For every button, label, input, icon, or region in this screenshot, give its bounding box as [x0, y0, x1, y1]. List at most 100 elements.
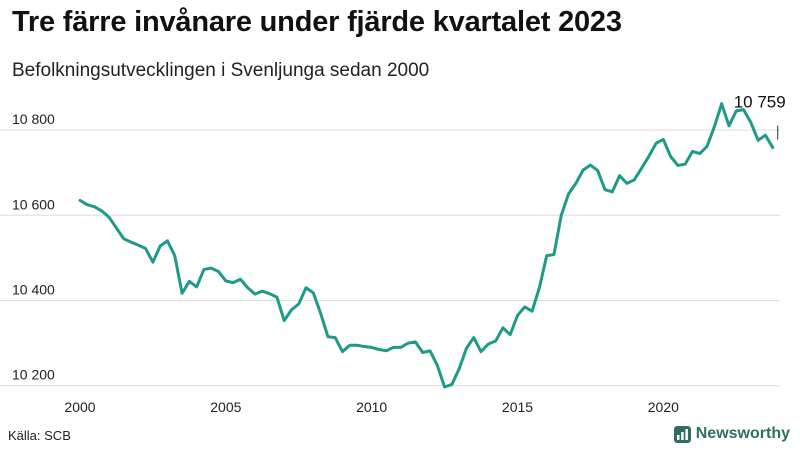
- data-point: [654, 142, 658, 145]
- data-point: [676, 164, 680, 167]
- series-line: [78, 102, 775, 389]
- x-tick-label: 2015: [502, 399, 533, 415]
- data-point: [399, 346, 403, 349]
- data-point: [231, 281, 235, 284]
- data-point: [341, 350, 344, 353]
- data-point: [479, 350, 483, 353]
- data-point: [509, 333, 512, 336]
- data-point: [188, 280, 191, 283]
- y-tick-label: 10 800: [12, 111, 55, 127]
- data-point: [705, 145, 709, 148]
- x-tick-label: 2005: [210, 399, 241, 415]
- data-point: [545, 254, 548, 257]
- data-point: [698, 152, 701, 155]
- data-point: [261, 289, 264, 293]
- data-point: [107, 216, 111, 219]
- data-point: [319, 312, 322, 315]
- data-point: [180, 292, 184, 295]
- data-point: [428, 349, 432, 352]
- data-point: [581, 168, 585, 172]
- data-point: [78, 199, 82, 202]
- data-point: [385, 349, 388, 352]
- data-point: [414, 340, 417, 344]
- data-point: [159, 244, 162, 248]
- data-point: [93, 205, 96, 208]
- data-point: [640, 167, 643, 170]
- data-point: [129, 240, 133, 244]
- data-point: [465, 347, 468, 350]
- data-point: [501, 326, 505, 329]
- data-point: [457, 367, 461, 370]
- data-point: [487, 342, 490, 346]
- data-point: [246, 286, 249, 289]
- data-point: [304, 286, 308, 289]
- data-point: [334, 336, 337, 339]
- data-point: [720, 102, 723, 105]
- data-point: [749, 121, 753, 124]
- data-point: [713, 125, 716, 128]
- data-point: [472, 336, 475, 339]
- data-point: [224, 279, 228, 283]
- data-point: [662, 138, 665, 141]
- chart-title: Tre färre invånare under fjärde kvartale…: [12, 6, 622, 38]
- data-point: [217, 270, 220, 273]
- source-note: Källa: SCB: [8, 428, 71, 443]
- y-tick-label: 10 400: [12, 282, 55, 298]
- data-point: [523, 305, 526, 309]
- data-point: [421, 351, 424, 354]
- data-point: [691, 150, 694, 153]
- data-point: [239, 278, 242, 281]
- data-point: [137, 243, 140, 247]
- data-point: [560, 214, 563, 217]
- data-point: [144, 247, 147, 250]
- brand[interactable]: Newsworthy: [673, 425, 790, 443]
- data-point: [684, 162, 687, 166]
- data-point: [355, 344, 359, 347]
- data-point: [530, 309, 534, 313]
- data-point: [625, 182, 629, 185]
- data-point: [574, 182, 578, 185]
- data-point: [392, 346, 395, 349]
- data-point: [326, 335, 330, 338]
- data-point: [282, 319, 286, 322]
- data-point: [166, 239, 169, 243]
- data-point: [735, 109, 738, 113]
- data-point: [611, 190, 614, 194]
- data-point: [297, 302, 300, 306]
- newsworthy-logo-icon: [673, 425, 691, 443]
- data-point: [436, 364, 439, 367]
- data-point: [618, 174, 621, 177]
- data-point: [669, 155, 672, 158]
- data-point: [450, 383, 454, 386]
- data-point: [275, 295, 279, 299]
- data-point: [173, 254, 176, 257]
- data-point: [86, 203, 89, 206]
- data-point: [210, 266, 213, 270]
- x-tick-label: 2010: [356, 399, 387, 415]
- data-point: [756, 139, 760, 142]
- annotation-label: 10 759: [734, 93, 786, 112]
- chart-subtitle: Befolkningsutvecklingen i Svenljunga sed…: [12, 60, 430, 81]
- y-tick-label: 10 600: [12, 196, 55, 212]
- data-point: [348, 344, 351, 347]
- data-point: [253, 292, 257, 296]
- data-point: [596, 169, 599, 172]
- data-point: [742, 108, 745, 111]
- y-tick-label: 10 200: [12, 367, 55, 383]
- data-point: [764, 134, 767, 137]
- data-point: [312, 291, 315, 295]
- data-point: [727, 124, 731, 128]
- data-point: [370, 346, 373, 349]
- data-point: [567, 192, 570, 196]
- data-point: [538, 286, 541, 289]
- data-point: [290, 308, 293, 312]
- x-tick-label: 2000: [64, 399, 95, 415]
- data-point: [603, 188, 607, 191]
- data-point: [406, 341, 410, 345]
- data-point: [516, 314, 519, 317]
- data-point: [771, 146, 774, 149]
- data-point: [151, 260, 155, 264]
- data-point: [647, 155, 650, 158]
- data-point: [443, 385, 446, 389]
